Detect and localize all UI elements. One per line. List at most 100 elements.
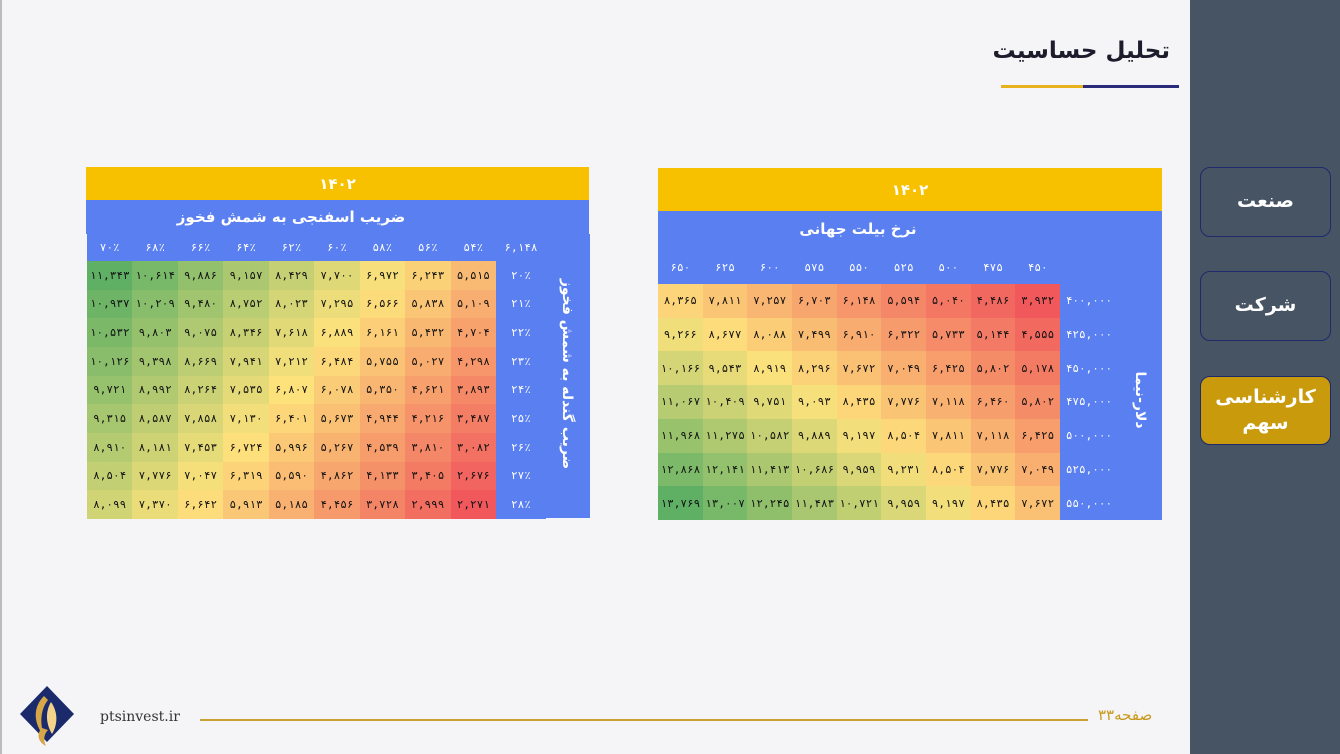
- table-right-cell: ۹,۲۳۱: [881, 452, 926, 487]
- left-table-col-headers: ۷۰٪ ۶۸٪ ۶۶٪ ۶۴٪ ۶۲٪ ۶۰٪ ۵۸٪ ۵۶٪ ۵۴٪ ۶,۱۴۸: [87, 234, 546, 261]
- table-right-cell: ۳,۹۳۲: [1015, 284, 1060, 318]
- table-right-cell: ۱۰,۷۲۱: [836, 486, 882, 520]
- table-left-cell: ۱۰,۲۰۹: [132, 289, 178, 319]
- table-left-cell: ۹,۴۸۰: [177, 289, 224, 319]
- table-right-cell: ۶,۴۲۵: [926, 351, 971, 386]
- table-left-cell: ۷,۲۱۲: [268, 346, 315, 376]
- table-right-cell: ۱۲,۸۶۸: [658, 452, 703, 487]
- table-left-cell: ۷,۰۴۷: [177, 461, 224, 491]
- table-left-cell: ۲,۶۷۶: [450, 461, 496, 491]
- table-right-row-label: ۴۷۵,۰۰۰: [1060, 385, 1118, 419]
- table-left-row-label: ۲۲٪: [495, 318, 546, 347]
- table-right-cell: ۵,۰۴۰: [926, 284, 971, 318]
- table-right-row-label: ۵۵۰,۰۰۰: [1060, 486, 1118, 520]
- table-right-row-label: ۴۰۰,۰۰۰: [1060, 284, 1118, 318]
- table-left-cell: ۴,۹۴۴: [359, 404, 406, 433]
- table-right-cell: ۶,۳۲۲: [881, 317, 926, 352]
- table-left-col-header: ۶۴٪: [236, 241, 256, 254]
- table-right-cell: ۵,۵۹۴: [881, 284, 926, 318]
- table-left-cell: ۳,۸۹۳: [450, 375, 496, 405]
- table-left-cell: ۵,۵۹۰: [268, 461, 315, 491]
- table-left-col-header: ۵۴٪: [463, 241, 484, 254]
- table-right-row-label: ۵۲۵,۰۰۰: [1060, 452, 1118, 487]
- table-right-cell: ۶,۴۶۰: [970, 385, 1016, 419]
- table-left-cell: ۶,۲۴۳: [405, 261, 451, 290]
- table-left-row-label: ۲۷٪: [495, 461, 546, 491]
- table-left-cell: ۹,۸۸۶: [177, 261, 224, 290]
- table-left-cell: ۵,۰۲۷: [405, 346, 451, 376]
- table-right-cell: ۹,۵۴۳: [702, 351, 748, 386]
- title-underline: [1001, 85, 1179, 88]
- table-left-cell: ۱۰,۶۱۴: [132, 261, 178, 290]
- table-right-cell: ۸,۶۷۷: [702, 317, 748, 352]
- table-right-cell: ۵,۸۰۲: [1015, 385, 1060, 419]
- table-right-cell: ۸,۹۱۹: [747, 351, 792, 386]
- table-right-col-header: ۵۵۰: [849, 260, 869, 274]
- right-table-row-title: دلار-نیما: [1132, 371, 1148, 429]
- table-right-cell: ۱۱,۴۸۳: [792, 486, 837, 520]
- table-left-cell: ۴,۵۳۹: [359, 432, 406, 462]
- table-left-cell: ۱۱,۳۴۳: [87, 261, 133, 290]
- table-left-cell: ۹,۳۹۸: [132, 346, 178, 376]
- right-table-col-header-block: [658, 211, 1162, 284]
- table-right-cell: ۸,۳۶۵: [658, 284, 703, 318]
- table-right-row-label: ۴۵۰,۰۰۰: [1060, 351, 1118, 386]
- table-right-cell: ۸,۲۹۶: [792, 351, 837, 386]
- table-left-cell: ۶,۷۲۴: [223, 432, 269, 462]
- table-left-cell: ۷,۴۵۳: [177, 432, 224, 462]
- table-right-cell: ۸,۴۳۵: [970, 486, 1016, 520]
- table-left-col-header: ۵۶٪: [417, 241, 438, 254]
- table-left-cell: ۵,۸۳۸: [405, 289, 451, 319]
- table-right-cell: ۹,۹۵۹: [836, 452, 882, 487]
- table-left-cell: ۷,۶۱۸: [268, 318, 315, 347]
- table-left-cell: ۷,۳۷۰: [132, 490, 178, 519]
- table-left-cell: ۹,۸۰۳: [132, 318, 178, 347]
- table-right-cell: ۵,۱۴۴: [970, 317, 1016, 352]
- table-right-cell: ۶,۱۴۸: [836, 284, 882, 318]
- table-left-row-label: ۲۳٪: [495, 346, 546, 376]
- table-left-row-label: ۲۰٪: [495, 261, 546, 290]
- table-right-col-header: ۴۵۰: [1027, 260, 1048, 274]
- table-right-cell: ۷,۷۷۶: [881, 385, 926, 419]
- nav-stock-valuation-button[interactable]: کارشناسی سهم: [1200, 376, 1331, 445]
- footer-site[interactable]: ptsinvest.ir: [100, 709, 180, 725]
- table-right-cell: ۷,۲۵۷: [747, 284, 792, 318]
- table-right-corner-value: [1060, 252, 1118, 282]
- footer-divider: [200, 719, 1088, 721]
- table-right-cell: ۷,۷۷۶: [970, 452, 1016, 487]
- table-left-cell: ۹,۱۵۷: [223, 261, 269, 290]
- table-left-row-label: ۲۵٪: [495, 404, 546, 433]
- table-left-cell: ۶,۰۷۸: [314, 375, 360, 405]
- table-right-col-header: ۵۰۰: [938, 260, 959, 274]
- table-right-row-label: ۴۲۵,۰۰۰: [1060, 317, 1118, 352]
- table-right-cell: ۱۳,۷۶۹: [658, 486, 703, 520]
- table-right-cell: ۷,۱۱۸: [926, 385, 971, 419]
- table-left-cell: ۸,۵۸۷: [132, 404, 178, 433]
- table-left-row-label: ۲۴٪: [495, 375, 546, 405]
- table-left-cell: ۷,۵۳۵: [223, 375, 269, 405]
- table-left-cell: ۸,۹۱۰: [87, 432, 133, 462]
- table-left-cell: ۶,۶۴۲: [177, 490, 224, 519]
- table-right-col-header: ۶۵۰: [670, 260, 691, 274]
- table-left-cell: ۸,۴۲۹: [268, 261, 315, 290]
- table-right-cell: ۱۰,۶۸۶: [792, 452, 837, 487]
- table-right-cell: ۱۰,۴۰۹: [702, 385, 748, 419]
- right-table-col-title: نرخ بیلت جهانی: [799, 220, 917, 238]
- nav-company-button[interactable]: شرکت: [1200, 271, 1331, 341]
- table-left-cell: ۹,۷۲۱: [87, 375, 133, 405]
- table-left-cell: ۸,۲۶۴: [177, 375, 224, 405]
- table-left-cell: ۸,۶۶۹: [177, 346, 224, 376]
- table-left-col-header: ۶۶٪: [190, 241, 211, 254]
- table-right-cell: ۹,۷۵۱: [747, 385, 792, 419]
- table-right-cell: ۹,۹۵۹: [881, 486, 926, 520]
- table-left-cell: ۸,۰۲۳: [268, 289, 315, 319]
- table-left-cell: ۹,۳۱۵: [87, 404, 133, 433]
- table-left-cell: ۶,۵۶۶: [359, 289, 406, 319]
- table-left-cell: ۵,۱۰۹: [450, 289, 496, 319]
- table-left-cell: ۵,۵۱۵: [450, 261, 496, 290]
- table-left-cell: ۴,۲۹۸: [450, 346, 496, 376]
- nav-industry-button[interactable]: صنعت: [1200, 167, 1331, 237]
- side-panel: صنعت شرکت کارشناسی سهم: [1190, 0, 1340, 754]
- table-right-cell: ۹,۸۸۹: [792, 418, 837, 453]
- table-left-col-header: ۷۰٪: [99, 241, 120, 254]
